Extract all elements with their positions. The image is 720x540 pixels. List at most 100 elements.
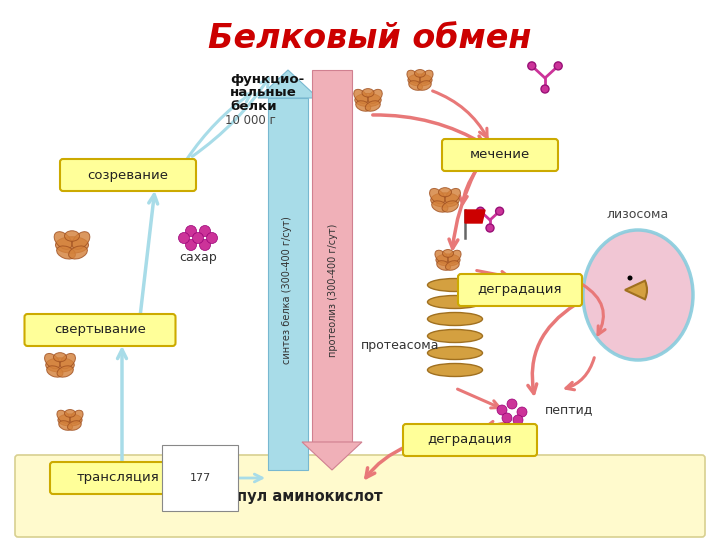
Ellipse shape: [409, 80, 423, 90]
Ellipse shape: [428, 329, 482, 342]
Ellipse shape: [354, 89, 368, 104]
Ellipse shape: [59, 421, 73, 430]
Circle shape: [477, 207, 485, 215]
Circle shape: [628, 275, 632, 280]
Ellipse shape: [65, 231, 79, 241]
Text: пул аминокислот: пул аминокислот: [237, 489, 383, 504]
Circle shape: [486, 224, 494, 232]
Ellipse shape: [54, 232, 72, 249]
Ellipse shape: [407, 70, 420, 83]
Text: протеасома: протеасома: [361, 339, 439, 352]
Ellipse shape: [418, 80, 431, 90]
Ellipse shape: [45, 358, 74, 372]
Text: деградация: деградация: [478, 284, 562, 296]
Ellipse shape: [428, 313, 482, 326]
Text: 10 000 г: 10 000 г: [225, 113, 275, 126]
Ellipse shape: [57, 366, 73, 377]
Ellipse shape: [368, 89, 382, 104]
Circle shape: [207, 233, 217, 244]
Ellipse shape: [362, 89, 374, 97]
Polygon shape: [268, 98, 308, 470]
Text: пептид: пептид: [545, 403, 593, 416]
Ellipse shape: [57, 410, 70, 423]
FancyBboxPatch shape: [24, 314, 176, 346]
FancyBboxPatch shape: [60, 159, 196, 191]
Text: лизосома: лизосома: [607, 208, 669, 221]
Ellipse shape: [583, 230, 693, 360]
Ellipse shape: [430, 188, 445, 204]
FancyBboxPatch shape: [442, 139, 558, 171]
Text: созревание: созревание: [88, 168, 168, 181]
Ellipse shape: [408, 74, 432, 86]
Text: синтез белка (300-400 г/сут): синтез белка (300-400 г/сут): [282, 216, 292, 364]
Circle shape: [192, 233, 204, 244]
Circle shape: [186, 226, 197, 237]
Ellipse shape: [442, 201, 459, 212]
Circle shape: [199, 240, 210, 251]
Circle shape: [528, 62, 536, 70]
FancyBboxPatch shape: [50, 462, 186, 494]
Ellipse shape: [47, 366, 63, 377]
Ellipse shape: [428, 295, 482, 308]
Ellipse shape: [415, 70, 426, 77]
Text: протеолиз (300-400 г/сут): протеолиз (300-400 г/сут): [328, 224, 338, 357]
Text: мечение: мечение: [470, 148, 530, 161]
Circle shape: [186, 240, 197, 251]
Ellipse shape: [432, 201, 448, 212]
Ellipse shape: [65, 409, 76, 417]
Ellipse shape: [58, 414, 82, 426]
Ellipse shape: [355, 93, 381, 106]
Ellipse shape: [55, 237, 89, 253]
Ellipse shape: [438, 187, 451, 197]
Polygon shape: [258, 70, 318, 98]
Ellipse shape: [435, 250, 448, 263]
Circle shape: [517, 407, 527, 417]
Circle shape: [199, 226, 210, 237]
Text: нальные: нальные: [230, 86, 297, 99]
Circle shape: [497, 405, 507, 415]
Wedge shape: [625, 281, 647, 299]
Ellipse shape: [45, 354, 60, 369]
Circle shape: [554, 62, 562, 70]
Ellipse shape: [436, 254, 460, 266]
Circle shape: [513, 415, 523, 425]
Text: сахар: сахар: [179, 252, 217, 265]
Circle shape: [541, 85, 549, 93]
Polygon shape: [302, 442, 362, 470]
Ellipse shape: [57, 246, 76, 259]
Ellipse shape: [448, 250, 461, 263]
Text: трансляция: трансляция: [76, 471, 159, 484]
Ellipse shape: [72, 232, 90, 249]
Text: Белковый обмен: Белковый обмен: [208, 22, 531, 55]
Circle shape: [502, 413, 512, 423]
Ellipse shape: [428, 347, 482, 360]
Text: 177: 177: [189, 473, 211, 483]
Ellipse shape: [365, 101, 380, 111]
Text: свертывание: свертывание: [54, 323, 146, 336]
Text: деградация: деградация: [428, 434, 512, 447]
Ellipse shape: [68, 246, 87, 259]
Polygon shape: [465, 210, 485, 223]
Ellipse shape: [428, 363, 482, 376]
Ellipse shape: [68, 421, 81, 430]
Circle shape: [495, 207, 503, 215]
Text: функцио-: функцио-: [230, 73, 305, 86]
Circle shape: [507, 399, 517, 409]
Text: белки: белки: [230, 99, 276, 112]
FancyBboxPatch shape: [15, 455, 705, 537]
Polygon shape: [312, 70, 352, 442]
Ellipse shape: [420, 70, 433, 83]
Circle shape: [179, 233, 189, 244]
Ellipse shape: [70, 410, 83, 423]
FancyBboxPatch shape: [403, 424, 537, 456]
Ellipse shape: [356, 101, 371, 111]
FancyBboxPatch shape: [458, 274, 582, 306]
Ellipse shape: [446, 261, 459, 271]
Ellipse shape: [431, 193, 459, 207]
Ellipse shape: [445, 188, 461, 204]
Ellipse shape: [428, 279, 482, 292]
Ellipse shape: [437, 261, 451, 271]
Ellipse shape: [53, 353, 66, 362]
Ellipse shape: [60, 354, 76, 369]
Ellipse shape: [443, 249, 454, 257]
